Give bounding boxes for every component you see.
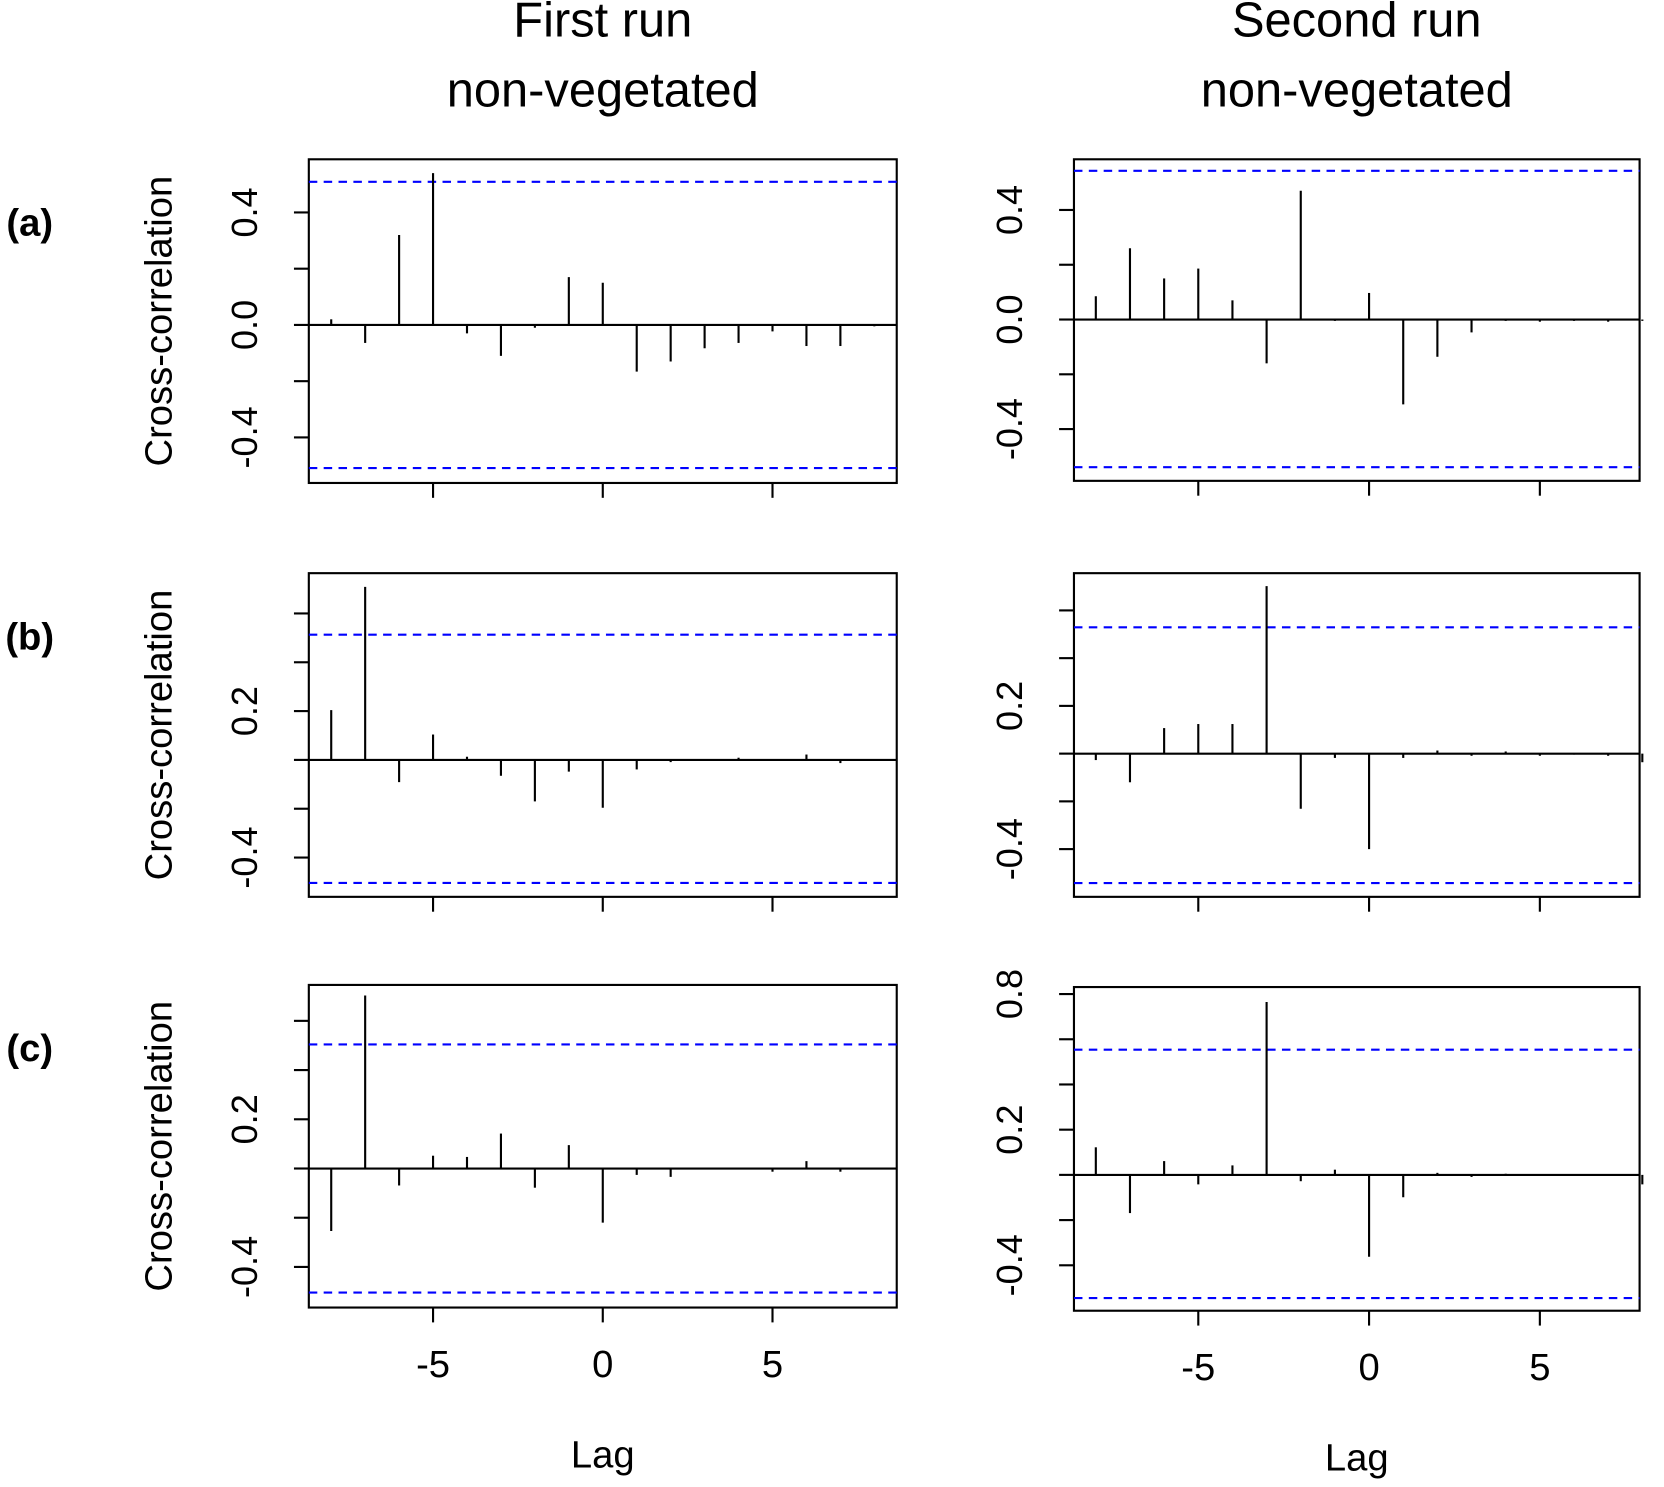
y-tick-label: 0.2 — [989, 681, 1030, 731]
x-tick-label: 5 — [1529, 1346, 1550, 1389]
plot-frame — [1072, 985, 1641, 1312]
panel-label: (c) — [6, 1027, 53, 1070]
y-tick-label: 0.2 — [224, 686, 265, 736]
column-title: Second run — [1232, 0, 1482, 47]
column-subtitle: non-vegetated — [1201, 63, 1513, 117]
panel-label: (b) — [5, 616, 54, 659]
y-tick-label: -0.4 — [224, 826, 265, 888]
y-tick-label: 0.4 — [224, 187, 265, 237]
plot-frame — [307, 983, 898, 1309]
column-subtitle: non-vegetated — [447, 63, 759, 117]
x-tick-label: 5 — [762, 1343, 783, 1386]
y-tick-label: 0.0 — [989, 294, 1030, 344]
x-tick-label: 0 — [1358, 1346, 1379, 1389]
plot-frame — [307, 572, 898, 898]
y-tick-label: -0.4 — [224, 406, 265, 468]
y-tick-label: -0.4 — [224, 1236, 265, 1298]
y-tick-label: 0.0 — [224, 300, 265, 350]
y-axis-label: Cross-correlation — [137, 590, 180, 881]
x-axis-label: Lag — [1325, 1436, 1389, 1479]
y-tick-label: 0.8 — [989, 969, 1030, 1019]
y-tick-label: -0.4 — [989, 1234, 1030, 1296]
y-axis-label: Cross-correlation — [137, 176, 180, 467]
x-tick-label: -5 — [416, 1343, 450, 1386]
y-axis-label: Cross-correlation — [137, 1001, 180, 1292]
panel-label: (a) — [6, 202, 53, 245]
y-tick-label: 0.4 — [989, 185, 1030, 235]
plot-frame — [1072, 572, 1641, 898]
x-tick-label: 0 — [592, 1343, 613, 1386]
y-tick-label: -0.4 — [989, 398, 1030, 460]
y-tick-label: -0.4 — [989, 818, 1030, 880]
x-tick-label: -5 — [1181, 1346, 1215, 1389]
y-tick-label: 0.2 — [224, 1094, 265, 1144]
y-tick-label: 0.2 — [989, 1105, 1030, 1155]
column-title: First run — [513, 0, 692, 47]
x-axis-label: Lag — [571, 1433, 635, 1476]
